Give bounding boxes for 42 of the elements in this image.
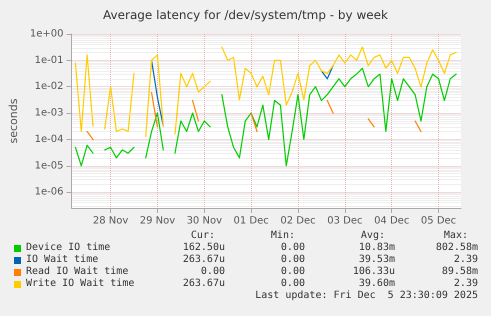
text: 2.39 <box>454 254 478 265</box>
x-tick-label: 01 Dec <box>233 216 269 226</box>
y-tick-label: 1e-01 <box>34 54 64 66</box>
y-tick-label: 1e-02 <box>34 81 64 92</box>
text: 263.67u <box>182 278 225 289</box>
y-tick-label: 1e+00 <box>30 28 64 40</box>
text: 10.83m <box>358 242 395 253</box>
text: 263.67u <box>182 254 225 265</box>
text: Avg: <box>360 230 385 241</box>
legend-label: Device IO time <box>26 242 110 253</box>
x-tick-label: 02 Dec <box>280 216 316 226</box>
text: 39.60m <box>358 278 395 289</box>
text: 0.00 <box>280 242 305 253</box>
x-tick-label: 03 Dec <box>327 216 362 226</box>
x-tick-label: 05 Dec <box>420 216 456 226</box>
text: 2.39 <box>454 278 478 289</box>
y-tick-label: 1e-06 <box>34 186 64 198</box>
chart-title: Average latency for /dev/system/tmp - by week <box>103 8 388 22</box>
y-tick-label: 1e-03 <box>34 108 64 119</box>
legend-label: Write IO Wait time <box>26 278 134 289</box>
legend-label: IO Wait time <box>26 254 98 265</box>
x-tick-label: 30 Nov <box>186 216 222 226</box>
x-tick-label: 29 Nov <box>140 216 176 226</box>
text: 39.53m <box>358 254 395 265</box>
text: 0.00 <box>280 254 305 265</box>
text: 0.00 <box>200 266 225 277</box>
text: Max: <box>444 230 468 241</box>
text: 89.58m <box>442 266 478 277</box>
text: Cur: <box>190 230 215 241</box>
text: 802.58m <box>436 242 478 253</box>
text: 0.00 <box>280 266 305 277</box>
text: Min: <box>270 230 295 241</box>
text: 106.33u <box>352 266 395 277</box>
text: Last update: Fri Dec 5 23:30:09 2025 <box>255 290 478 301</box>
y-tick-label: 1e-05 <box>34 160 64 172</box>
x-tick-label: 04 Dec <box>374 216 410 226</box>
text: 162.50u <box>182 242 225 253</box>
y-tick-label: 1e-04 <box>34 134 64 145</box>
y-axis-title: seconds <box>7 98 20 144</box>
legend-label: Read IO Wait time <box>26 266 128 277</box>
text: 0.00 <box>280 278 305 289</box>
x-tick-label: 28 Nov <box>92 216 128 226</box>
